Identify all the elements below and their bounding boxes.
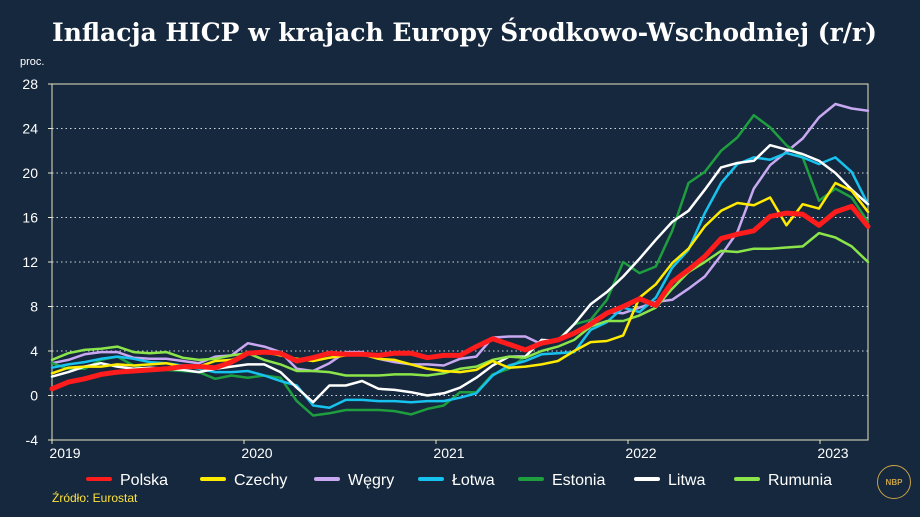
x-tick-label: 2022: [625, 445, 656, 461]
series-line-węgry: [50, 102, 870, 373]
chart-title: Inflacja HICP w krajach Europy Środkowo-…: [52, 18, 877, 47]
series-line-polska: [49, 203, 871, 392]
y-tick-label: 20: [22, 165, 38, 181]
x-tick-label: 2023: [817, 445, 848, 461]
legend-label: Polska: [120, 472, 168, 489]
y-tick-label: 4: [30, 343, 38, 359]
legend-label: Rumunia: [768, 472, 832, 489]
x-tick-label: 2020: [241, 445, 272, 461]
legend-label: Węgry: [348, 472, 394, 489]
y-tick-label: 8: [30, 299, 38, 315]
y-tick-label: -4: [26, 432, 39, 448]
y-axis-unit: proc.: [20, 56, 45, 68]
legend-label: Czechy: [234, 472, 287, 489]
legend-label: Litwa: [668, 472, 705, 489]
y-tick-label: 0: [30, 388, 38, 404]
legend-label: Łotwa: [452, 472, 495, 489]
y-tick-label: 28: [22, 76, 38, 92]
series-line-litwa: [50, 143, 870, 404]
nbp-logo: NBP: [877, 465, 911, 499]
series-line-rumunia: [50, 231, 870, 377]
x-tick-label: 2019: [49, 445, 80, 461]
y-tick-label: 16: [22, 210, 38, 226]
x-tick-label: 2021: [433, 445, 464, 461]
y-tick-label: 24: [22, 121, 38, 137]
legend-label: Estonia: [552, 472, 605, 489]
y-tick-label: 12: [22, 254, 38, 270]
source-note: Źródło: Eurostat: [52, 491, 138, 505]
